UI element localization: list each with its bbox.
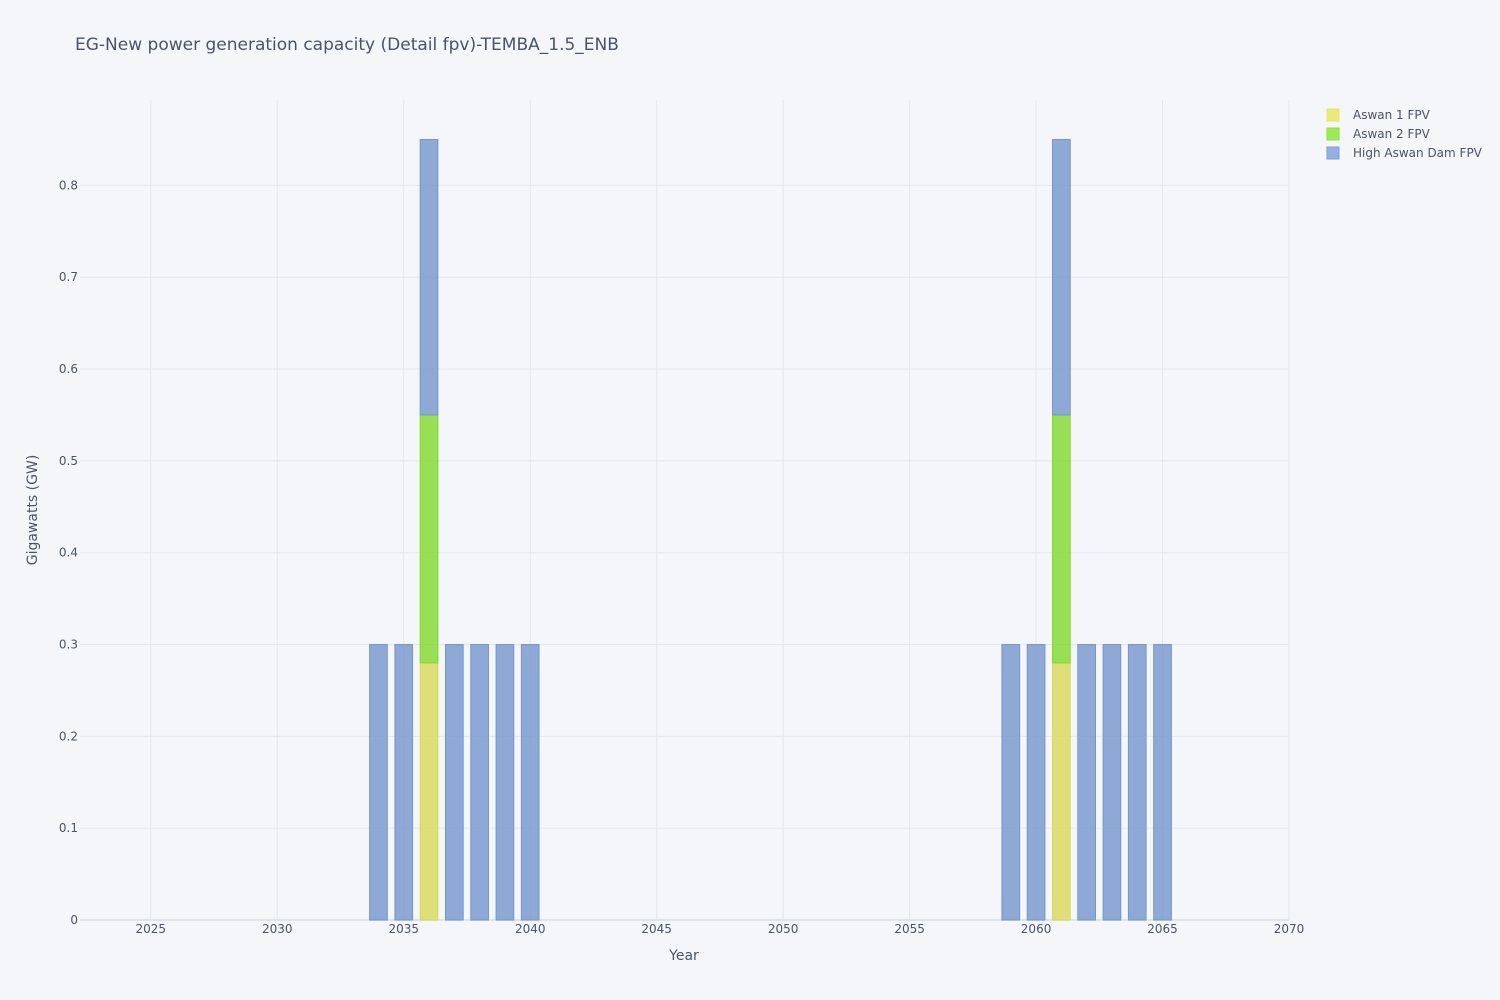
legend-swatch [1326, 146, 1340, 160]
x-tick-label: 2025 [136, 922, 167, 936]
tick-labels: 2025 2030 2035 2040 2045 2050 2055 2060 2065 2070… [59, 178, 1304, 936]
bar-segment [369, 644, 388, 921]
bar-segment [444, 644, 464, 921]
x-tick-label: 2045 [641, 922, 672, 936]
legend-swatch [1326, 127, 1340, 141]
bar-segment [1153, 644, 1172, 921]
bar-segment [1001, 644, 1021, 921]
legend-swatch [1326, 108, 1340, 122]
x-tick-label: 2065 [1147, 922, 1178, 936]
y-tick-label: 0.8 [59, 178, 78, 192]
y-tick-label: 0.2 [59, 729, 78, 743]
y-tick-label: 0.7 [59, 270, 78, 284]
x-tick-label: 2030 [262, 922, 293, 936]
x-tick-label: 2035 [388, 922, 419, 936]
bar-segment [419, 414, 439, 664]
x-axis-title: Year [668, 948, 699, 964]
bar-segment [520, 644, 540, 921]
y-tick-label: 0.5 [59, 454, 78, 468]
bar-segment [419, 662, 439, 921]
legend-label: Aswan 1 FPV [1353, 108, 1431, 122]
bar-segment [1052, 414, 1071, 664]
chart-title: EG-New power generation capacity (Detail… [75, 35, 619, 55]
legend-label: High Aswan Dam FPV [1353, 146, 1483, 160]
bar-segment [470, 644, 489, 921]
x-tick-label: 2055 [894, 922, 925, 936]
bar-segment [1102, 644, 1122, 921]
y-tick-label: 0 [70, 913, 78, 927]
y-tick-label: 0.1 [59, 821, 78, 835]
bar-segment [1077, 644, 1097, 921]
x-tick-label: 2040 [515, 922, 546, 936]
bar-segment [419, 138, 439, 416]
legend-label: Aswan 2 FPV [1353, 127, 1431, 141]
legend: Aswan 1 FPV Aswan 2 FPV High Aswan Dam FPV [1326, 108, 1483, 160]
x-tick-label: 2050 [768, 922, 799, 936]
bar-segment [1127, 644, 1147, 921]
bar-segment [394, 644, 414, 921]
bars [369, 138, 1172, 921]
y-axis-title: Gigawatts (GW) [25, 455, 41, 566]
bar-segment [1052, 662, 1071, 921]
y-tick-label: 0.4 [59, 546, 78, 560]
y-tick-label: 0.6 [59, 362, 78, 376]
x-tick-label: 2070 [1274, 922, 1305, 936]
y-tick-label: 0.3 [59, 638, 78, 652]
bar-segment [495, 644, 515, 921]
bar-segment [1026, 644, 1046, 921]
x-tick-label: 2060 [1021, 922, 1052, 936]
bar-segment [1052, 138, 1071, 416]
